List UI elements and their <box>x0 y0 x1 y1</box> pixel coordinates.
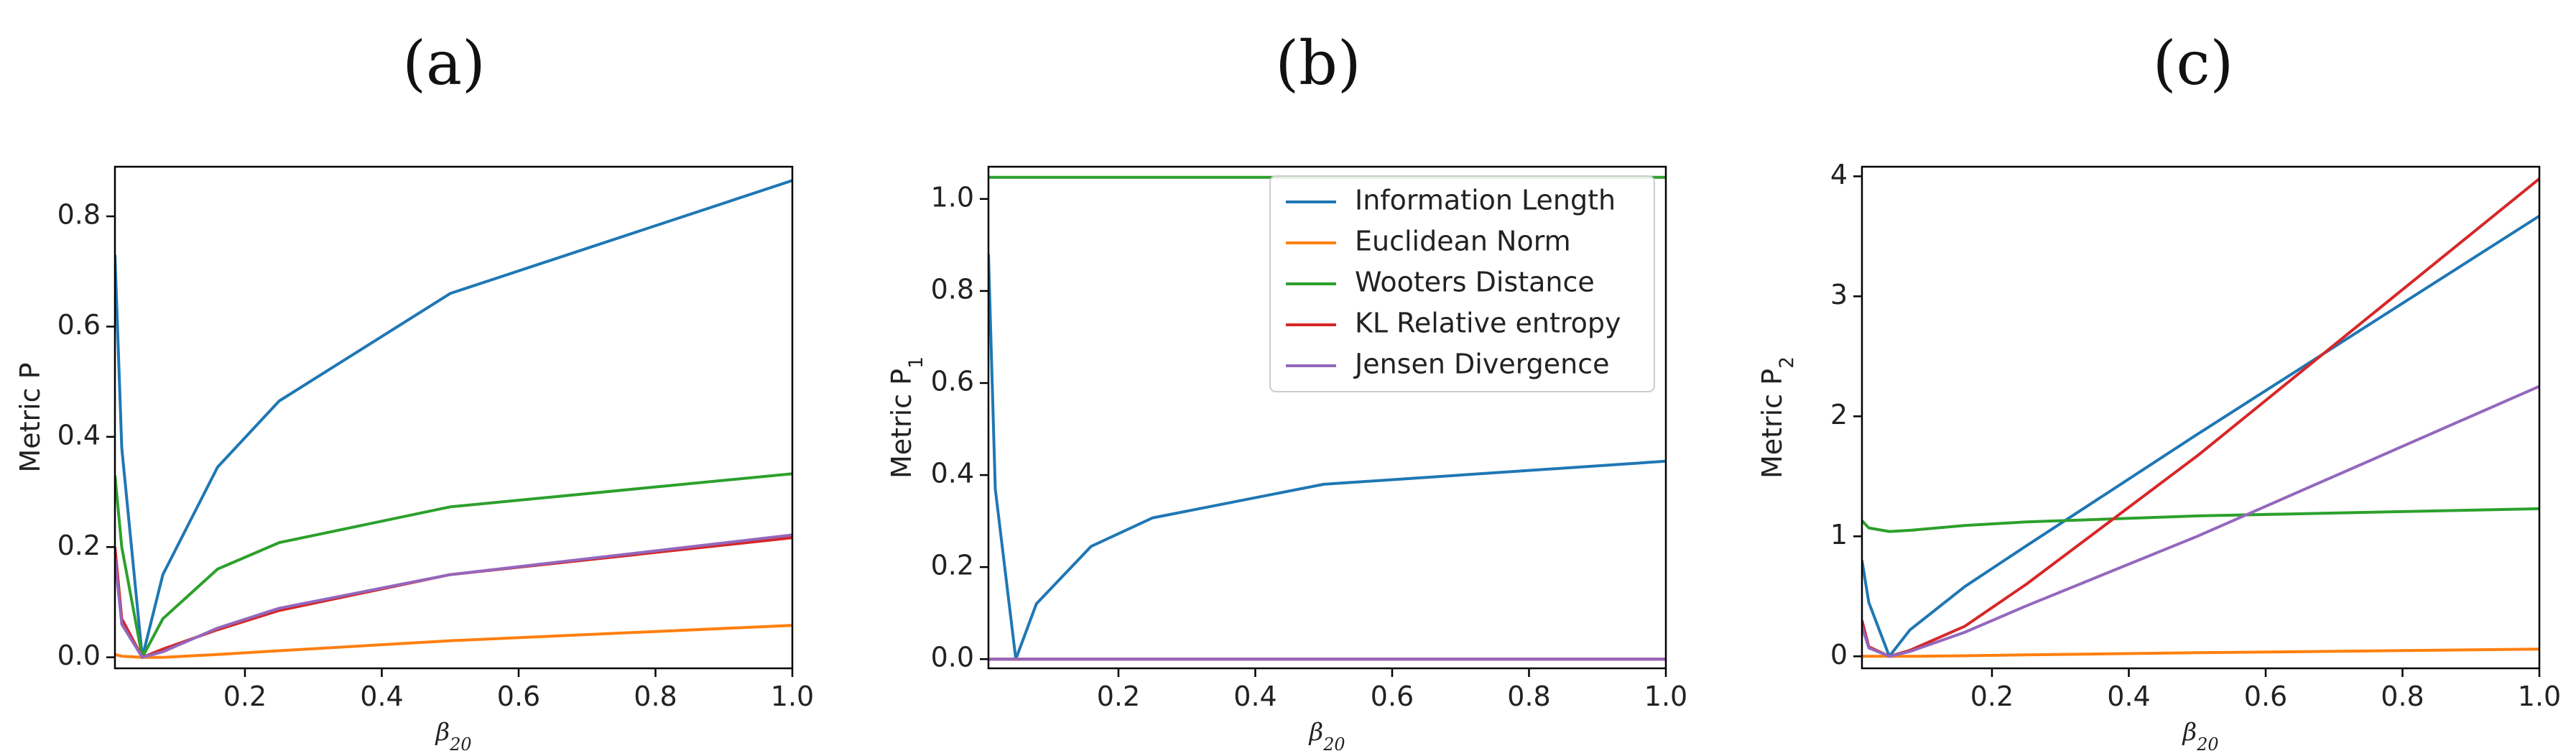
legend-entry-label: Jensen Divergence <box>1353 349 1610 380</box>
legend-entry-label: Information Length <box>1355 185 1616 216</box>
x-tick-label: 0.2 <box>223 681 267 712</box>
series-line-information-length <box>988 254 1666 661</box>
legend-entry-label: KL Relative entropy <box>1355 308 1621 339</box>
y-tick-label: 0.0 <box>931 642 974 673</box>
y-axis-label: Metric P2 <box>1756 356 1798 479</box>
legend-box <box>1269 175 1655 392</box>
panel-title: (b) <box>1275 28 1361 98</box>
series-group <box>988 175 1666 661</box>
series-line-information-length <box>115 179 792 659</box>
y-axis-label: Metric P <box>14 362 46 472</box>
panel-a: (a) 0.2 0.4 0.6 0.8 1.0 0.0 0.2 0.4 0.6 0.8 β20 Metr… <box>14 28 814 755</box>
x-tick-label: 0.4 <box>1233 681 1277 712</box>
series-line-jensen-divergence <box>115 533 792 659</box>
legend-entry-label: Wooters Distance <box>1355 267 1595 298</box>
series-line-wooters-distance <box>1862 507 2539 533</box>
x-tick-label: 0.8 <box>1507 681 1550 712</box>
y-tick-label: 0.0 <box>57 640 101 671</box>
x-axis-label: β20 <box>1308 718 1345 755</box>
x-tick-label: 1.0 <box>771 681 814 712</box>
x-tick-label: 1.0 <box>1644 681 1687 712</box>
y-tick-label: 0.6 <box>931 365 974 397</box>
x-tick-label: 0.4 <box>2107 681 2150 712</box>
x-tick-label: 0.6 <box>497 681 540 712</box>
legend: Information Length Euclidean Norm Wooters … <box>1269 175 1655 392</box>
x-tick-label: 0.8 <box>634 681 677 712</box>
y-tick-label: 0.6 <box>57 309 101 341</box>
y-tick-label: 0.4 <box>931 458 974 489</box>
plot-frame <box>987 165 1667 670</box>
series-group <box>1862 178 2539 658</box>
y-tick-label: 2 <box>1830 399 1848 430</box>
x-axis-label: β20 <box>435 718 472 755</box>
y-tick-label: 3 <box>1830 279 1848 310</box>
x-tick-label: 0.8 <box>2381 681 2424 712</box>
panel-title: (c) <box>2153 28 2234 98</box>
x-tick-label: 0.6 <box>1371 681 1414 712</box>
series-line-wooters-distance <box>115 472 792 659</box>
y-axis-label: Metric P1 <box>886 356 927 479</box>
y-tick-label: 0.8 <box>57 199 101 231</box>
x-tick-label: 0.2 <box>1970 681 2014 712</box>
y-tick-label: 0.2 <box>931 550 974 581</box>
y-tick-label: 1.0 <box>931 181 974 213</box>
y-tick-label: 1 <box>1830 519 1848 550</box>
series-line-information-length <box>1862 214 2539 658</box>
legend-entry-label: Euclidean Norm <box>1355 226 1571 257</box>
y-tick-label: 0.4 <box>57 419 101 451</box>
x-tick-label: 0.6 <box>2244 681 2287 712</box>
x-axis-label: β20 <box>2182 718 2219 755</box>
series-group <box>115 179 792 659</box>
series-line-jensen-divergence <box>1862 384 2539 658</box>
y-tick-label: 0.8 <box>931 273 974 305</box>
y-tick-label: 0 <box>1830 639 1848 670</box>
plot-frame <box>1861 165 2541 670</box>
series-line-euclidean-norm <box>1862 647 2539 658</box>
x-tick-label: 0.4 <box>360 681 403 712</box>
panel-c: (c) 0.2 0.4 0.6 0.8 1.0 0 1 2 3 4 β20 Metric P2 <box>1756 28 2561 755</box>
y-tick-label: 0.2 <box>57 530 101 561</box>
series-line-kl-relative-entropy <box>1862 178 2539 658</box>
panel-title: (a) <box>402 28 486 98</box>
x-tick-label: 0.2 <box>1097 681 1140 712</box>
panel-b: (b) 0.2 0.4 0.6 0.8 1.0 0.0 0.2 0.4 0.6 0.8 1.0 β20 M… <box>886 28 1687 755</box>
plot-frame <box>113 165 794 670</box>
series-line-euclidean-norm <box>115 624 792 659</box>
y-tick-label: 4 <box>1830 159 1848 190</box>
x-tick-label: 1.0 <box>2518 681 2561 712</box>
